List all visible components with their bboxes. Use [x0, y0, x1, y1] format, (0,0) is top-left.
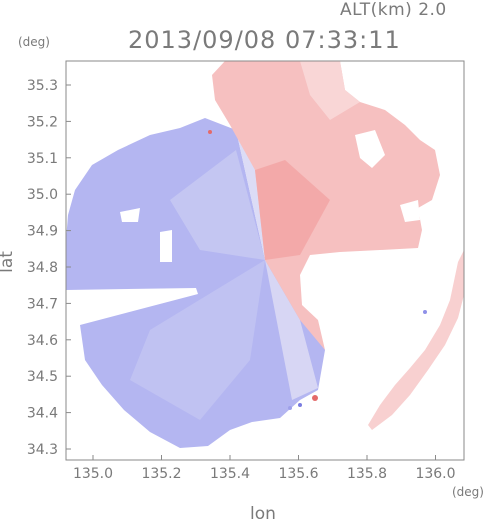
near-zero-band-north — [236, 128, 265, 260]
approaching-core — [170, 150, 265, 260]
approaching-echo — [66, 118, 325, 448]
echo-cell — [208, 130, 212, 134]
echo-gap-4 — [120, 208, 140, 222]
receding-core — [255, 160, 330, 260]
x-tick-label: 135.8 — [347, 466, 387, 482]
echo-cell — [423, 310, 427, 314]
y-tick-label: 34.7 — [27, 296, 58, 312]
echo-gap-3 — [160, 230, 172, 262]
echo-gap-1 — [355, 130, 385, 168]
velocity-field — [66, 61, 464, 448]
y-tick-label: 34.3 — [27, 442, 58, 458]
echo-cell — [288, 406, 292, 410]
x-tick-label: 135.4 — [210, 466, 250, 482]
y-tick-label: 34.4 — [27, 406, 58, 422]
y-tick-label: 34.8 — [27, 260, 58, 276]
echo-cell — [312, 395, 318, 401]
y-tick-label: 34.5 — [27, 369, 58, 385]
plot-frame — [65, 60, 465, 461]
echo-cell — [298, 403, 302, 407]
receding-band-east — [368, 250, 464, 430]
x-axis: 135.0 135.2 135.4 135.6 135.8 136.0 — [73, 455, 456, 482]
y-tick-label: 35.3 — [27, 78, 58, 94]
y-tick-label: 34.9 — [27, 224, 58, 240]
approaching-south — [130, 260, 265, 420]
y-tick-label: 35.2 — [27, 114, 58, 130]
x-tick-label: 135.2 — [141, 466, 181, 482]
timestamp: 2013/09/08 07:33:11 — [128, 26, 401, 54]
x-axis-title: lon — [250, 504, 276, 524]
receding-north — [300, 61, 360, 120]
x-tick-label: 135.0 — [73, 466, 113, 482]
y-tick-label: 35.0 — [27, 187, 58, 203]
altitude-label: ALT(km) 2.0 — [340, 0, 447, 20]
x-tick-label: 135.6 — [278, 466, 318, 482]
near-zero-band-south — [265, 260, 318, 400]
y-unit-label: (deg) — [18, 35, 50, 49]
y-axis: 35.3 35.2 35.1 35.0 34.9 34.8 34.7 34.6 34.5 34.4… — [27, 78, 71, 458]
y-tick-label: 34.6 — [27, 333, 58, 349]
y-tick-label: 35.1 — [27, 151, 58, 167]
echo-gap-2 — [400, 200, 420, 222]
x-tick-label: 136.0 — [415, 466, 455, 482]
x-unit-label: (deg) — [452, 485, 484, 499]
